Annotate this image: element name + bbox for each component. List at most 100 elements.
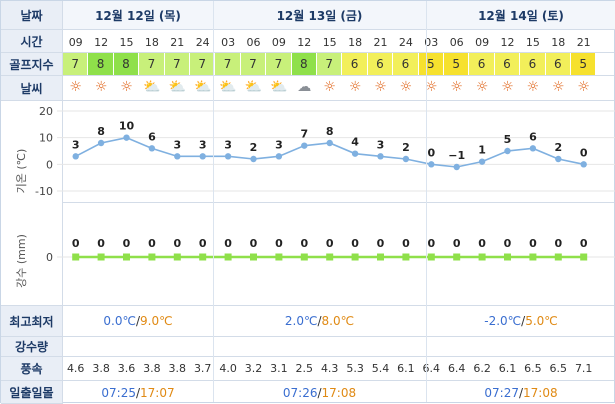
- wind-cell: 3.8: [168, 362, 187, 375]
- hour-cell: 18: [144, 36, 159, 49]
- sunset-time: 17:08: [523, 386, 558, 400]
- day-header-3: 12월 14일 (토): [426, 1, 615, 30]
- temperature-point: [529, 145, 537, 152]
- precip-point: [97, 253, 105, 261]
- wind-cell: 3.8: [143, 362, 161, 375]
- temperature-point: [453, 163, 460, 171]
- row-separator: [63, 202, 614, 203]
- temperature-point: [250, 155, 257, 163]
- y-tick-label: 20: [39, 105, 53, 118]
- golf-index-cell: 5: [418, 53, 444, 75]
- temperature-value-label: 2: [554, 141, 562, 154]
- precip-value-label: 0: [199, 237, 207, 250]
- hour-cell: 12: [500, 36, 515, 49]
- golf-index-cell: 6: [469, 53, 495, 75]
- temperature-point: [504, 147, 511, 155]
- precip-value-label: 0: [224, 237, 232, 250]
- time-label: 시간: [1, 30, 63, 53]
- max-temp: 8.0℃: [321, 314, 355, 328]
- temperature-point: [428, 161, 435, 168]
- golf-index-cell: 7: [190, 53, 216, 75]
- sunny-icon: ☼: [552, 79, 565, 95]
- precip-value-label: 0: [72, 237, 80, 250]
- weather-label: 날씨: [1, 76, 63, 101]
- sunny-icon: ☼: [425, 79, 438, 95]
- wind-cell: 3.7: [193, 362, 212, 375]
- temp-axis-label: 기온 (℃): [15, 149, 28, 194]
- sun-label: 일출일몰: [1, 381, 63, 404]
- temperature-value-label: 3: [224, 138, 232, 151]
- max-temp: 5.0℃: [525, 314, 558, 328]
- wind-cell: 6.2: [473, 362, 491, 375]
- temperature-point: [478, 158, 486, 165]
- temperature-point: [580, 161, 587, 168]
- sunny-icon: ☼: [120, 79, 133, 95]
- sunset-time: 17:07: [140, 386, 175, 400]
- wind-cell: 3.6: [117, 362, 136, 375]
- wind-cell: 6.4: [447, 362, 466, 375]
- hour-cell: 15: [525, 36, 540, 49]
- wind-cell: 3.2: [244, 362, 263, 375]
- precip-point: [402, 253, 410, 261]
- sunrise-time: 07:26: [282, 386, 318, 400]
- temperature-value-label: 8: [326, 125, 334, 138]
- sunny-icon: ☼: [526, 79, 540, 95]
- precip-point: [72, 253, 80, 261]
- day-divider: [213, 1, 214, 402]
- temperature-point: [72, 153, 79, 160]
- temperature-point: [123, 134, 130, 141]
- sunny-icon: ☼: [94, 79, 108, 95]
- precip-point: [427, 253, 435, 261]
- date-label: 날짜: [1, 1, 63, 30]
- golf-index-cell: 7: [266, 53, 292, 75]
- hour-cell: 03: [424, 36, 439, 49]
- partly-cloudy-icon: ⛅: [143, 79, 161, 95]
- sunrise-time: 07:25: [101, 386, 136, 400]
- precip-point: [377, 253, 384, 261]
- hour-cell: 09: [271, 36, 286, 49]
- day-divider: [426, 1, 427, 402]
- hour-cell: 24: [195, 36, 210, 49]
- wind-cell: 2.5: [295, 362, 314, 375]
- temperature-point: [97, 139, 105, 147]
- golf-index-cell: 5: [444, 53, 470, 75]
- partly-cloudy-icon: ⛅: [168, 79, 187, 95]
- temperature-point: [199, 153, 206, 160]
- temperature-value-label: 2: [402, 141, 410, 154]
- precip-value-label: 0: [326, 237, 334, 250]
- hour-cell: 18: [551, 36, 566, 49]
- temperature-point: [148, 145, 156, 152]
- minmax-day-2: 2.0℃/8.0℃: [284, 314, 355, 328]
- precip-point: [123, 253, 130, 261]
- precip-value-label: 0: [478, 237, 486, 250]
- max-temp: 9.0℃: [140, 314, 173, 328]
- sunrise-time: 07:27: [484, 386, 519, 400]
- precip-value-label: 0: [148, 237, 156, 250]
- golf-index-cell: 6: [342, 53, 368, 75]
- temperature-value-label: 6: [148, 130, 156, 143]
- precip-value-label: 0: [351, 237, 359, 250]
- min-temp: 2.0℃: [284, 314, 318, 328]
- chart-label-area: [1, 101, 63, 306]
- temperature-point: [326, 139, 333, 147]
- precip-value-label: 0: [453, 237, 461, 250]
- golf-index-cell: 6: [520, 53, 546, 75]
- precip-point: [148, 253, 156, 261]
- row-separator: [63, 52, 614, 53]
- precip-point: [275, 253, 283, 261]
- precip-point: [478, 253, 486, 261]
- partly-cloudy-icon: ⛅: [193, 79, 212, 95]
- cloudy-icon: ☁: [297, 79, 312, 95]
- golf-index-cell: 8: [113, 53, 140, 75]
- precip-point: [554, 253, 562, 261]
- wind-cell: 5.3: [346, 362, 364, 375]
- row-separator: [63, 305, 614, 306]
- golf-index-cell: 6: [367, 53, 394, 75]
- sunny-icon: ☼: [475, 79, 489, 95]
- hour-cell: 09: [68, 36, 83, 49]
- day-header-2: 12월 13일 (금): [213, 1, 426, 30]
- wind-label: 풍속: [1, 357, 63, 381]
- precip-value-label: 0: [97, 237, 105, 250]
